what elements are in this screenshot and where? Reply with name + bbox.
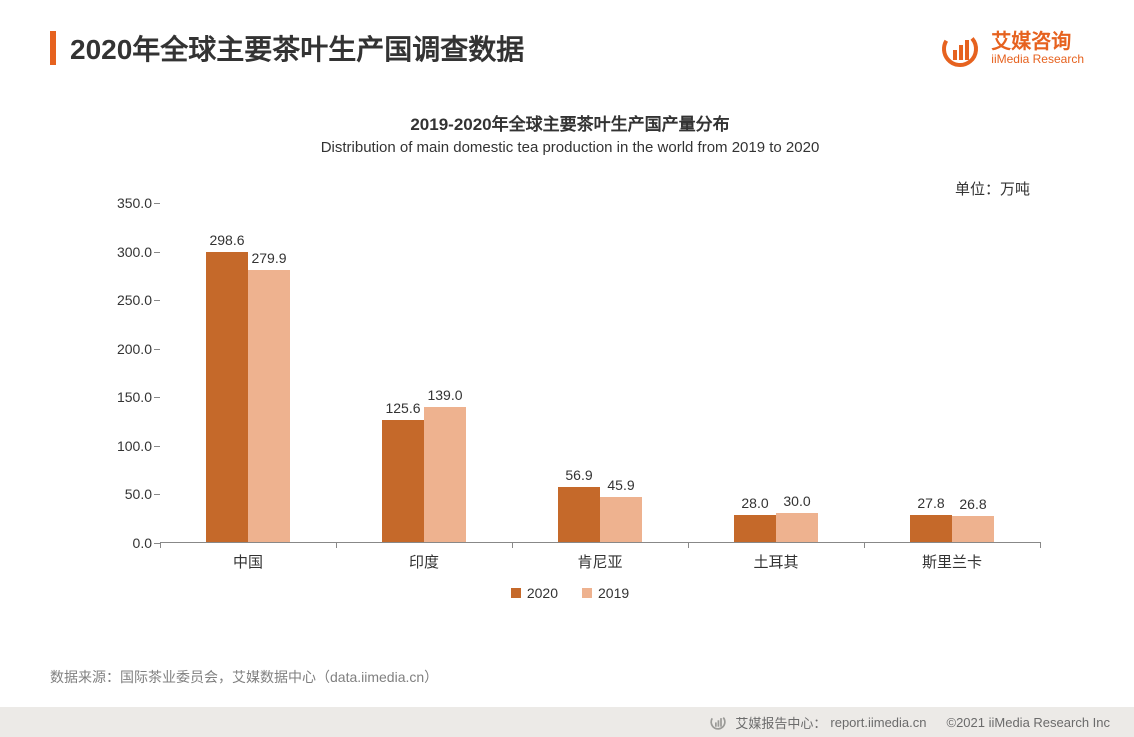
chart-plot: 0.050.0100.0150.0200.0250.0300.0350.0 29…	[100, 203, 1040, 573]
bar-value-label: 139.0	[427, 387, 462, 403]
bar-group: 28.030.0	[734, 513, 818, 542]
bar: 279.9	[248, 270, 290, 542]
x-axis-label: 斯里兰卡	[922, 551, 982, 572]
y-axis: 0.050.0100.0150.0200.0250.0300.0350.0	[100, 203, 160, 543]
bar-group: 56.945.9	[558, 487, 642, 542]
bar: 45.9	[600, 497, 642, 542]
x-axis-label: 中国	[233, 551, 263, 572]
y-tick-label: 250.0	[117, 292, 152, 308]
bar: 56.9	[558, 487, 600, 542]
bar-value-label: 27.8	[917, 495, 944, 511]
brand-name-en: iiMedia Research	[991, 53, 1084, 66]
chart-legend: 2020 2019	[100, 585, 1040, 601]
bar: 27.8	[910, 515, 952, 542]
bar-value-label: 28.0	[741, 495, 768, 511]
brand-logo: 艾媒咨询 iiMedia Research	[939, 28, 1084, 70]
bar: 30.0	[776, 513, 818, 542]
footer-center-label: 艾媒报告中心：	[735, 713, 826, 732]
chart-title-cn: 2019-2020年全球主要茶叶生产国产量分布	[100, 110, 1040, 135]
chart-area: 2019-2020年全球主要茶叶生产国产量分布 Distribution of …	[100, 110, 1040, 601]
bar-group: 125.6139.0	[382, 407, 466, 542]
chart-unit: 单位：万吨	[100, 178, 1040, 199]
y-tick-label: 50.0	[125, 486, 152, 502]
bar-value-label: 56.9	[565, 467, 592, 483]
bar-value-label: 30.0	[783, 493, 810, 509]
y-tick-label: 300.0	[117, 244, 152, 260]
legend-label: 2019	[598, 585, 629, 601]
y-tick-label: 200.0	[117, 341, 152, 357]
legend-swatch	[582, 588, 592, 598]
header: 2020年全球主要茶叶生产国调查数据 艾媒咨询 iiMedia Research	[0, 0, 1134, 70]
page-title: 2020年全球主要茶叶生产国调查数据	[70, 28, 524, 68]
y-tick-label: 150.0	[117, 389, 152, 405]
bar-value-label: 125.6	[385, 400, 420, 416]
bar-value-label: 26.8	[959, 496, 986, 512]
y-tick-label: 100.0	[117, 438, 152, 454]
bar-value-label: 45.9	[607, 477, 634, 493]
x-axis-label: 肯尼亚	[577, 551, 622, 572]
bar-value-label: 298.6	[209, 232, 244, 248]
brand-icon	[939, 28, 981, 70]
y-tick-label: 0.0	[133, 535, 152, 551]
title-wrap: 2020年全球主要茶叶生产国调查数据	[50, 28, 524, 68]
title-accent-bar	[50, 31, 56, 65]
legend-item: 2020	[511, 585, 558, 601]
plot-inner: 298.6279.9125.6139.056.945.928.030.027.8…	[160, 203, 1040, 543]
bar: 28.0	[734, 515, 776, 542]
chart-title-en: Distribution of main domestic tea produc…	[100, 139, 1040, 156]
y-tick-label: 350.0	[117, 195, 152, 211]
footer-center-url: report.iimedia.cn	[830, 715, 926, 730]
bar-value-label: 279.9	[251, 250, 286, 266]
source-text: 数据来源：国际茶业委员会，艾媒数据中心（data.iimedia.cn）	[50, 667, 438, 687]
footer-copyright: ©2021 iiMedia Research Inc	[947, 715, 1111, 730]
legend-swatch	[511, 588, 521, 598]
footer-brand-icon	[709, 713, 727, 731]
bar: 125.6	[382, 420, 424, 542]
bar: 298.6	[206, 252, 248, 542]
legend-item: 2019	[582, 585, 629, 601]
legend-label: 2020	[527, 585, 558, 601]
x-tick-mark	[1040, 542, 1041, 548]
footer-bar: 艾媒报告中心： report.iimedia.cn ©2021 iiMedia …	[0, 707, 1134, 737]
x-axis-label: 土耳其	[753, 551, 798, 572]
x-axis-label: 印度	[409, 551, 439, 572]
bar: 139.0	[424, 407, 466, 542]
brand-name-cn: 艾媒咨询	[991, 31, 1084, 53]
bar: 26.8	[952, 516, 994, 542]
x-axis-labels: 中国 印度 肯尼亚 土耳其 斯里兰卡	[160, 543, 1040, 573]
bar-group: 27.826.8	[910, 515, 994, 542]
bar-group: 298.6279.9	[206, 252, 290, 542]
